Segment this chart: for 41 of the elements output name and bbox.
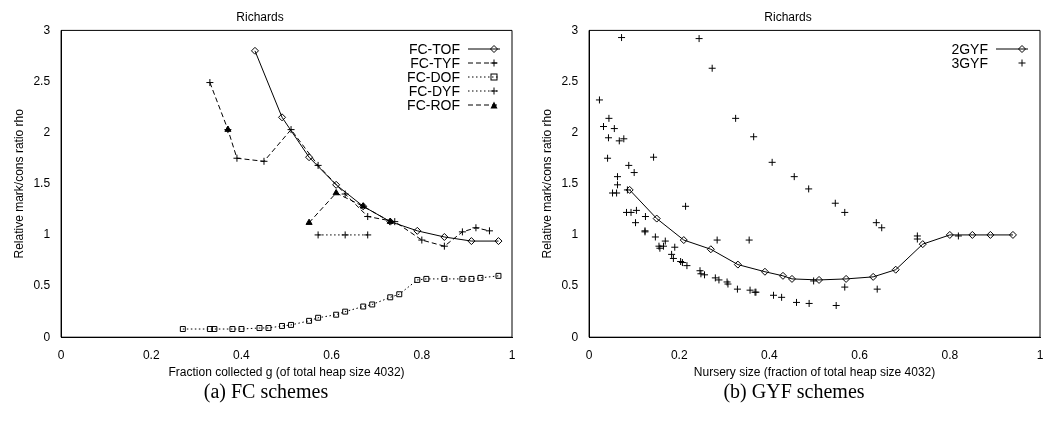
x-tick-label: 1 <box>508 347 516 362</box>
text: (a) FC schemes <box>202 380 330 403</box>
legend-label: FC-ROF <box>407 97 460 113</box>
x-tick-label: 0.6 <box>851 347 869 362</box>
legend-label: 2GYF <box>951 41 988 57</box>
y-tick-label: 2.5 <box>33 73 51 88</box>
x-tick-label: 0 <box>585 347 593 362</box>
x-tick-label: 0.6 <box>323 347 341 362</box>
y-tick-label: 3 <box>43 22 51 37</box>
legend-label: FC-TYF <box>410 55 460 71</box>
x-tick-label: 0.4 <box>233 347 251 362</box>
x-tick-label: 0.2 <box>142 347 160 362</box>
chart-title: Richards <box>236 9 284 24</box>
y-tick-label: 2.5 <box>561 73 579 88</box>
y-tick-label: 2 <box>571 124 579 139</box>
y-tick-label: 3 <box>571 22 579 37</box>
y-axis-title: Relative mark/cons ratio rho <box>539 108 554 259</box>
x-axis-title: Nursery size (fraction of total heap size 4032) <box>693 365 936 380</box>
legend-label: FC-DYF <box>408 83 460 99</box>
y-tick-label: 1.5 <box>561 176 579 191</box>
chart-title: Richards <box>764 9 812 24</box>
x-tick-label: 0.4 <box>761 347 779 362</box>
y-tick-label: 0 <box>571 329 579 344</box>
y-tick-label: 1.5 <box>33 176 51 191</box>
x-axis-title: Fraction collected g (of total heap size 4032) <box>168 365 405 380</box>
x-tick-label: 0.8 <box>413 347 431 362</box>
x-tick-label: 0 <box>57 347 65 362</box>
y-tick-label: 1 <box>43 227 51 242</box>
y-tick-label: 0 <box>43 329 51 344</box>
y-tick-label: 0.5 <box>33 278 51 293</box>
x-tick-label: 0.2 <box>670 347 688 362</box>
x-tick-label: 1 <box>1036 347 1044 362</box>
text: (b) GYF schemes <box>722 380 866 403</box>
x-tick-label: 0.8 <box>941 347 959 362</box>
y-tick-label: 0.5 <box>561 278 579 293</box>
legend-label: FC-TOF <box>408 41 460 57</box>
y-tick-label: 1 <box>571 227 579 242</box>
y-tick-label: 2 <box>43 124 51 139</box>
legend-label: 3GYF <box>951 55 988 71</box>
legend-label: FC-DOF <box>407 69 460 85</box>
y-axis-title: Relative mark/cons ratio rho <box>11 108 26 259</box>
